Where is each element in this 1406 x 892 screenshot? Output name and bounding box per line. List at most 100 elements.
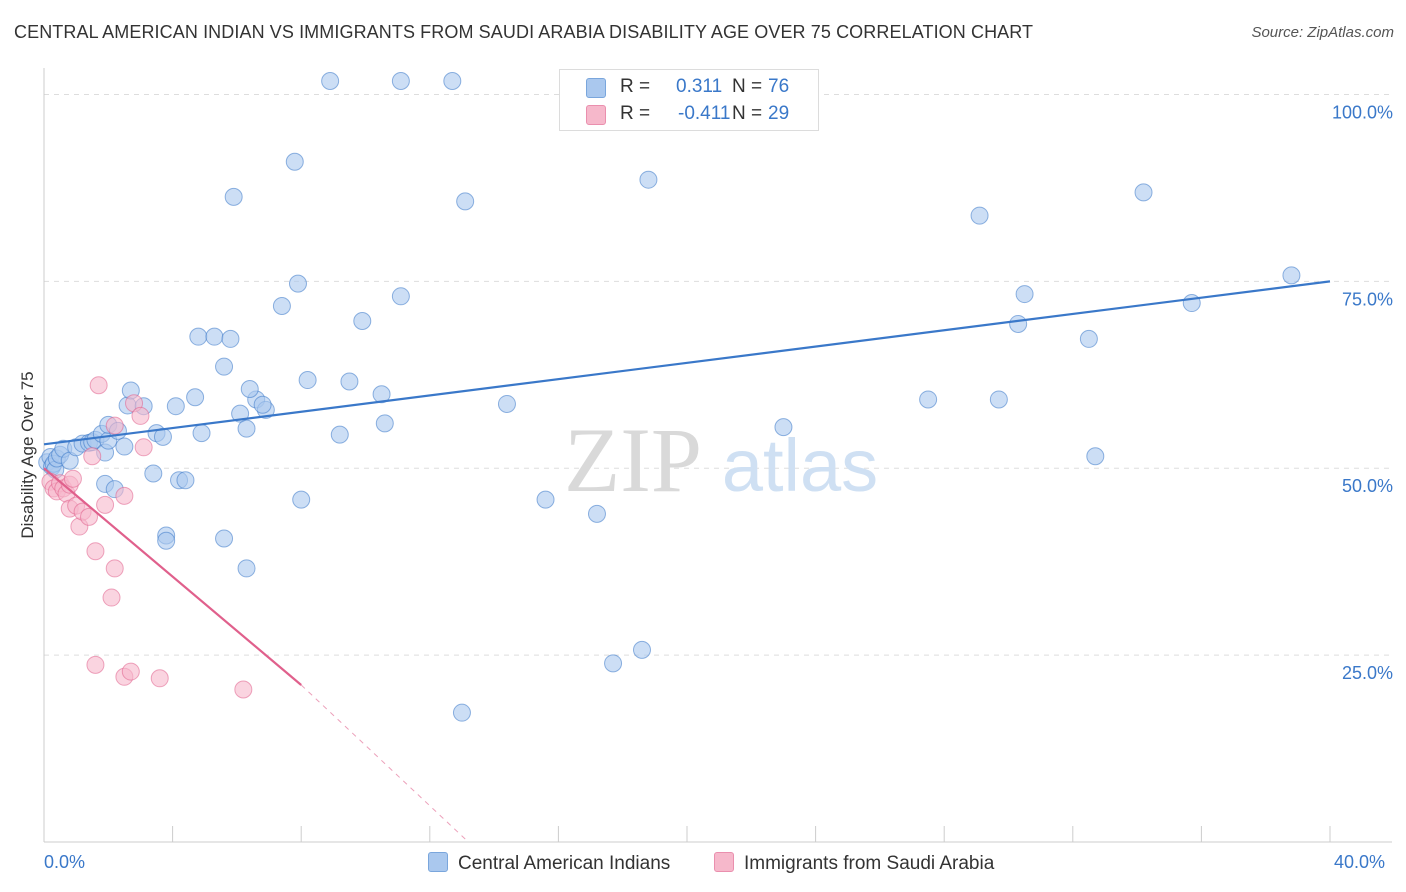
y-tick-label: 100.0% <box>1332 102 1393 122</box>
point-saudi-arabia-immigrants <box>102 588 121 607</box>
correlation-legend: R = 0.311 N = 76 R = -0.411 N = 29 <box>559 69 819 131</box>
y-tick-label: 75.0% <box>1342 289 1393 309</box>
point-central-american-indians <box>292 490 311 509</box>
point-central-american-indians <box>285 152 304 171</box>
trend-lines <box>43 280 1331 843</box>
data-points <box>38 72 1301 722</box>
point-central-american-indians <box>372 385 391 404</box>
point-central-american-indians <box>587 504 606 523</box>
y-axis-label: Disability Age Over 75 <box>18 371 37 539</box>
point-saudi-arabia-immigrants <box>105 559 124 578</box>
point-central-american-indians <box>240 380 259 399</box>
point-saudi-arabia-immigrants <box>83 447 102 466</box>
bottom-legend-swatch-pink <box>714 852 734 872</box>
point-central-american-indians <box>221 329 240 348</box>
bottom-legend-label: Central American Indians <box>458 853 671 874</box>
trend-line-central-american-indians <box>43 280 1331 446</box>
point-central-american-indians <box>1009 314 1028 333</box>
point-central-american-indians <box>176 471 195 490</box>
watermark: ZIP atlas <box>564 409 878 511</box>
point-central-american-indians <box>632 640 651 659</box>
point-saudi-arabia-immigrants <box>63 469 82 488</box>
point-central-american-indians <box>452 703 471 722</box>
point-saudi-arabia-immigrants <box>115 486 134 505</box>
legend-n-value: 76 <box>768 76 790 97</box>
legend-n-label: N = <box>732 76 763 97</box>
point-central-american-indians <box>253 395 272 414</box>
point-central-american-indians <box>1134 183 1153 202</box>
point-central-american-indians <box>115 437 134 456</box>
source-label: Source: ZipAtlas.com <box>1251 24 1394 41</box>
point-central-american-indians <box>604 654 623 673</box>
point-central-american-indians <box>205 327 224 346</box>
point-central-american-indians <box>215 529 234 548</box>
chart-title: CENTRAL AMERICAN INDIAN VS IMMIGRANTS FR… <box>14 22 1034 42</box>
point-central-american-indians <box>391 72 410 91</box>
point-saudi-arabia-immigrants <box>134 438 153 457</box>
point-saudi-arabia-immigrants <box>89 376 108 395</box>
y-tick-label: 25.0% <box>1342 663 1393 683</box>
point-central-american-indians <box>443 72 462 91</box>
grid-lines <box>44 93 1392 656</box>
x-tick-label-max: 40.0% <box>1334 852 1386 872</box>
legend-r-label: R = <box>620 76 651 97</box>
legend-swatch-pink <box>586 105 606 125</box>
point-central-american-indians <box>157 531 176 550</box>
point-saudi-arabia-immigrants <box>121 662 140 681</box>
point-central-american-indians <box>919 390 938 409</box>
legend-r-label: R = <box>620 103 651 124</box>
point-central-american-indians <box>237 419 256 438</box>
point-saudi-arabia-immigrants <box>131 406 150 425</box>
point-central-american-indians <box>989 390 1008 409</box>
legend-r-value: -0.411 <box>678 103 731 124</box>
legend-swatch-blue <box>586 78 606 98</box>
point-central-american-indians <box>298 371 317 390</box>
legend-r-value: 0.311 <box>676 76 723 97</box>
point-central-american-indians <box>224 187 243 206</box>
point-central-american-indians <box>375 414 394 433</box>
y-tick-labels: 25.0% 50.0% 75.0% 100.0% <box>1332 102 1393 683</box>
point-central-american-indians <box>536 490 555 509</box>
point-central-american-indians <box>456 192 475 211</box>
axes <box>43 68 1392 843</box>
point-central-american-indians <box>353 311 372 330</box>
point-central-american-indians <box>186 388 205 407</box>
point-central-american-indians <box>1086 447 1105 466</box>
point-central-american-indians <box>144 464 163 483</box>
point-saudi-arabia-immigrants <box>105 416 124 435</box>
point-saudi-arabia-immigrants <box>86 542 105 561</box>
point-central-american-indians <box>272 297 291 316</box>
point-central-american-indians <box>288 274 307 293</box>
legend-n-value: 29 <box>768 103 790 124</box>
bottom-legend-label: Immigrants from Saudi Arabia <box>744 853 995 874</box>
watermark-zip: ZIP <box>564 409 702 511</box>
point-saudi-arabia-immigrants <box>234 680 253 699</box>
y-tick-label: 50.0% <box>1342 476 1393 496</box>
point-central-american-indians <box>970 206 989 225</box>
legend-n-label: N = <box>732 103 763 124</box>
point-central-american-indians <box>497 394 516 413</box>
point-central-american-indians <box>1015 285 1034 304</box>
bottom-legend-series1: Central American Indians <box>428 852 670 875</box>
trend-line-saudi-arabia-immigrants <box>43 467 302 686</box>
point-central-american-indians <box>391 287 410 306</box>
point-saudi-arabia-immigrants <box>80 507 99 526</box>
point-saudi-arabia-immigrants <box>150 669 169 688</box>
point-central-american-indians <box>774 418 793 437</box>
bottom-legend-series2: Immigrants from Saudi Arabia <box>714 852 994 875</box>
watermark-atlas: atlas <box>722 424 878 507</box>
point-central-american-indians <box>215 357 234 376</box>
point-central-american-indians <box>192 424 211 443</box>
point-central-american-indians <box>639 170 658 189</box>
trend-line-saudi-arabia-extrapolation <box>300 684 469 843</box>
point-central-american-indians <box>321 72 340 91</box>
point-central-american-indians <box>166 397 185 416</box>
point-central-american-indians <box>1079 329 1098 348</box>
point-central-american-indians <box>330 425 349 444</box>
point-central-american-indians <box>340 372 359 391</box>
point-saudi-arabia-immigrants <box>96 495 115 514</box>
point-central-american-indians <box>237 559 256 578</box>
bottom-legend-swatch-blue <box>428 852 448 872</box>
point-central-american-indians <box>1282 266 1301 285</box>
